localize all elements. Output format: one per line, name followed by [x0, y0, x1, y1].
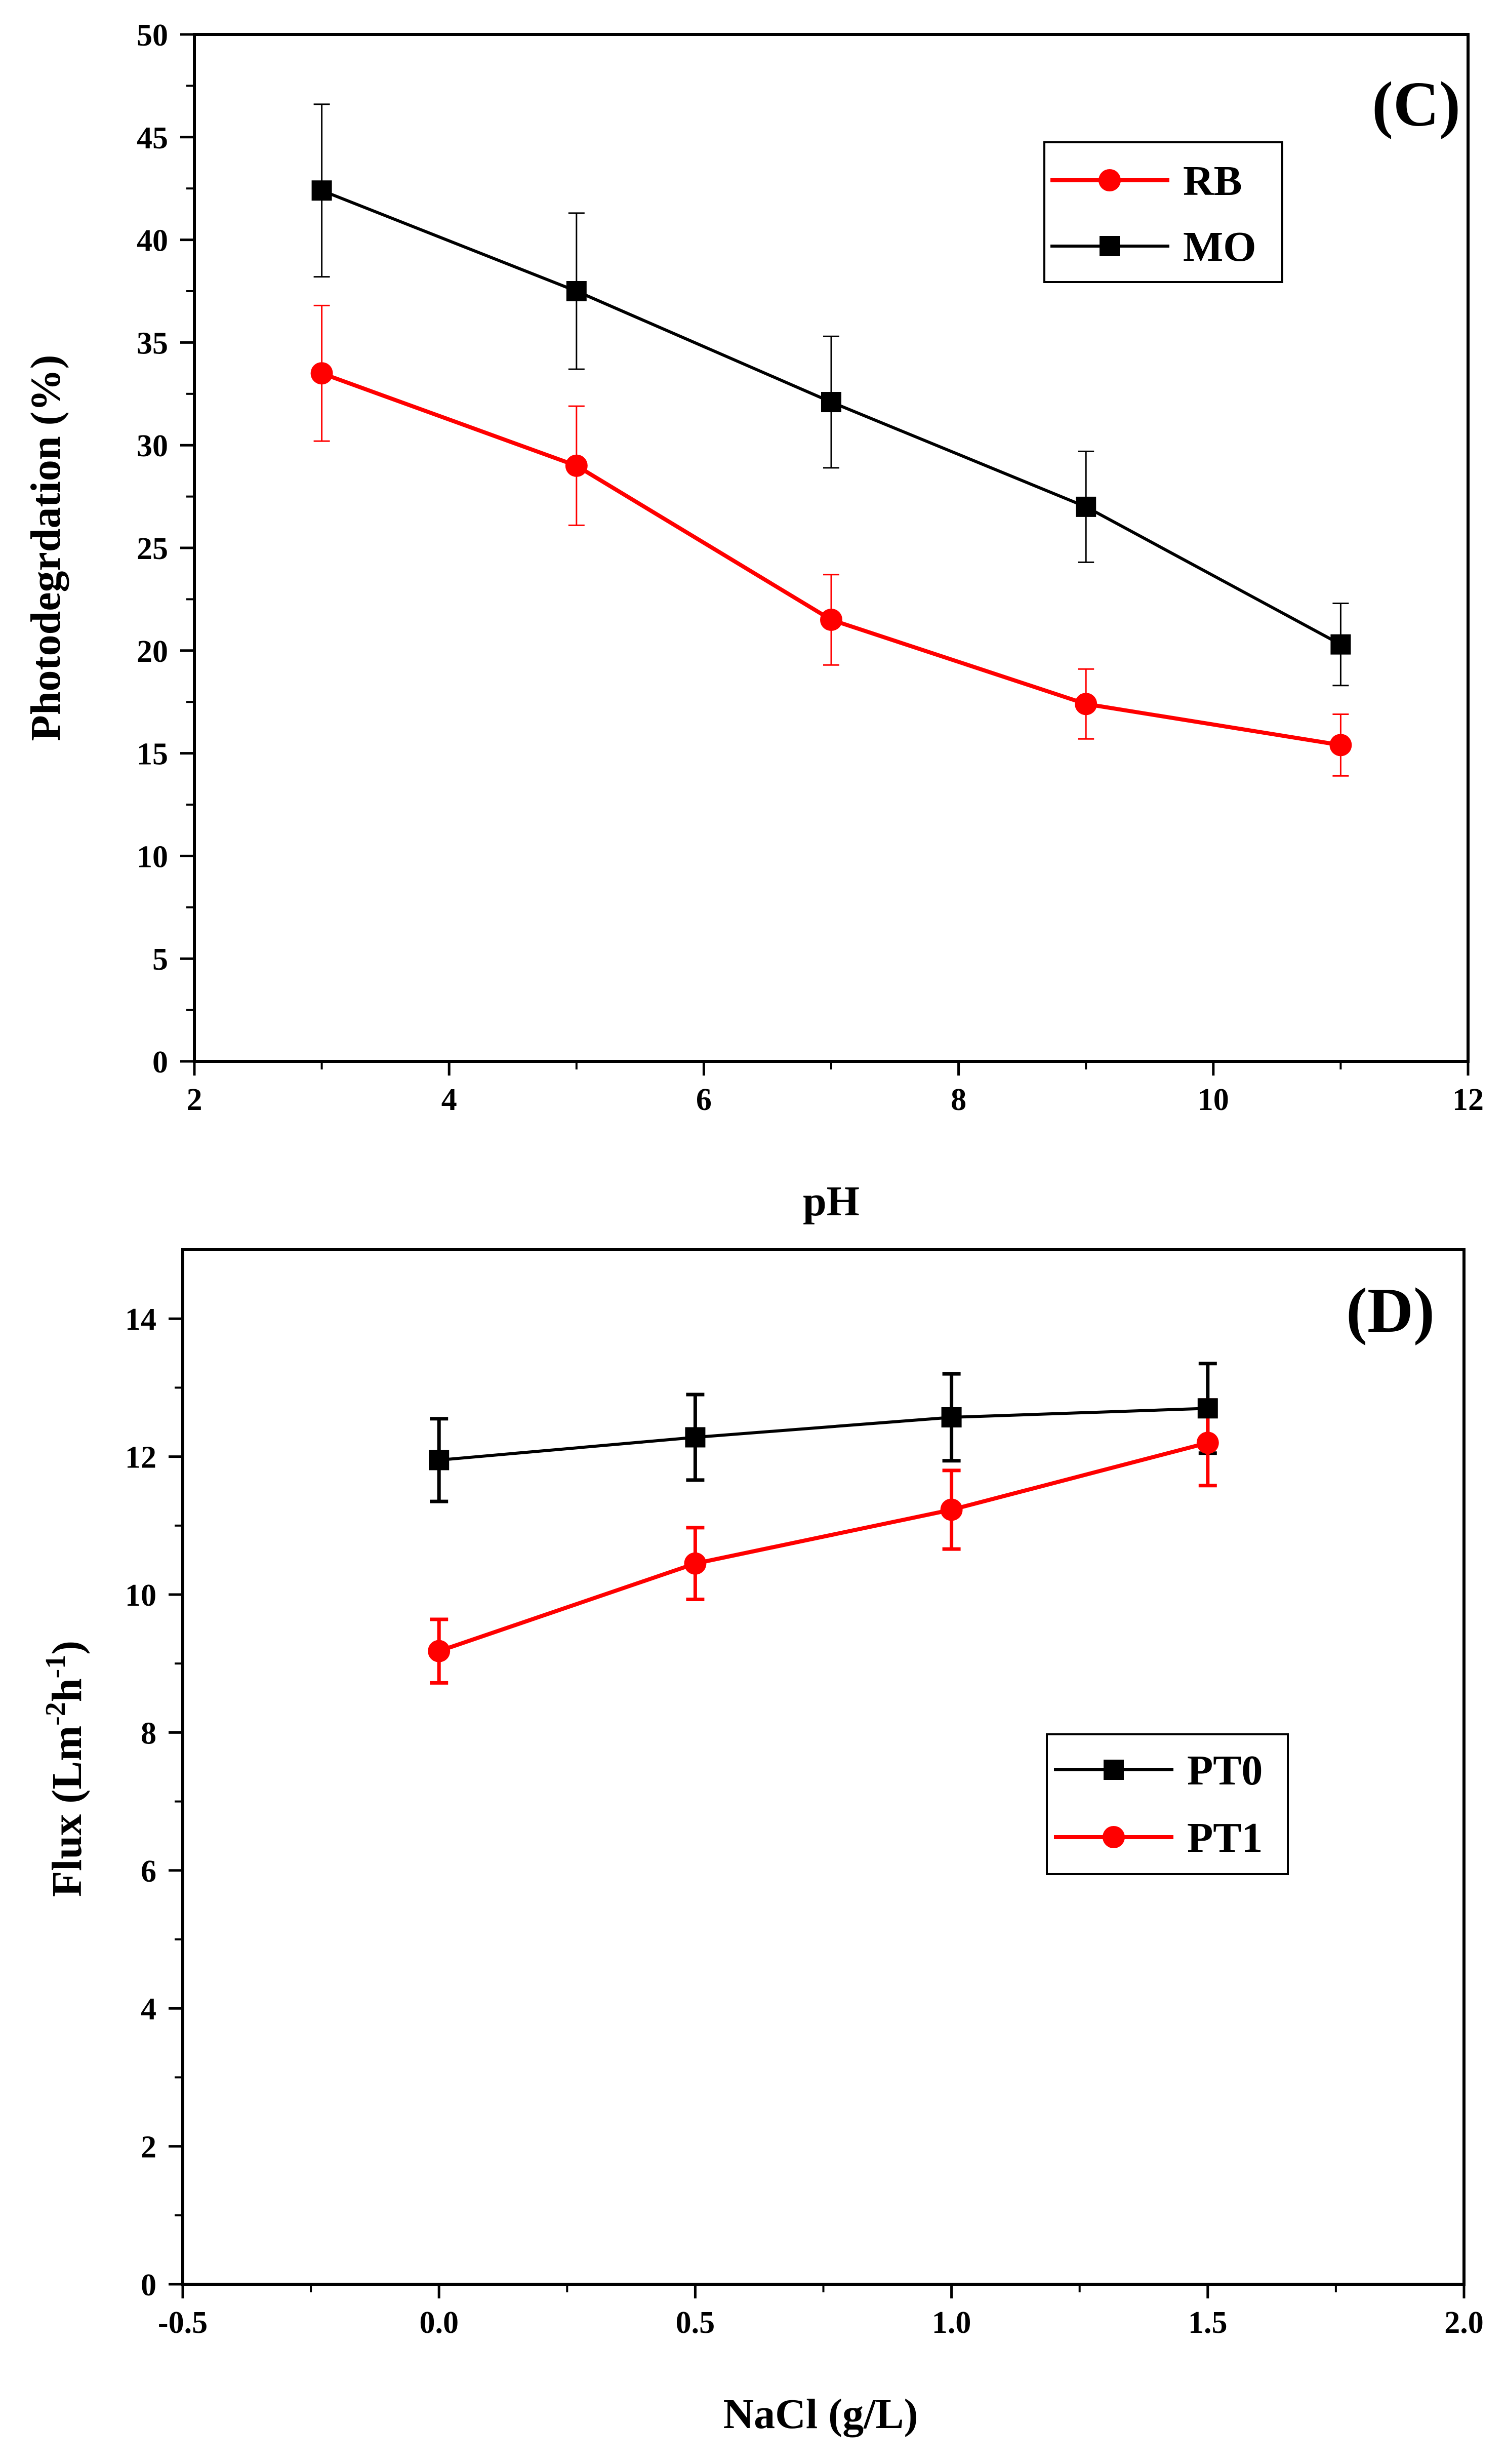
legend-box: [1046, 1733, 1289, 1875]
y-tick-label: 6: [141, 1854, 156, 1889]
x-tick-label: 6: [696, 1083, 712, 1117]
panel-label: (C): [1372, 69, 1460, 140]
y-tick-label: 25: [137, 532, 168, 566]
data-point-rb: [820, 608, 842, 631]
y-axis-title-end: ): [44, 1641, 91, 1655]
y-tick-label: 50: [137, 18, 168, 53]
y-tick-label: 20: [137, 634, 168, 669]
x-tick-label: 10: [1198, 1083, 1229, 1117]
x-tick-label: 12: [1452, 1083, 1484, 1117]
legend-label-pt1: PT1: [1187, 1814, 1263, 1861]
data-point-pt0: [941, 1407, 962, 1427]
data-point-pt1: [1196, 1432, 1219, 1454]
data-point-mo: [1076, 496, 1096, 517]
data-point-pt1: [428, 1640, 451, 1662]
data-point-rb: [1329, 734, 1352, 757]
data-point-rb: [565, 454, 588, 477]
y-axis-title-sup2: -1: [40, 1655, 71, 1679]
panel-label: (D): [1346, 1276, 1435, 1346]
data-point-mo: [311, 180, 332, 201]
legend-marker-pt1: [1103, 1826, 1125, 1848]
y-tick-label: 14: [125, 1302, 156, 1337]
data-point-pt0: [429, 1450, 450, 1471]
x-axis-title: pH: [803, 1178, 860, 1225]
y-tick-label: 4: [141, 1992, 156, 2026]
y-tick-label: 8: [141, 1716, 156, 1751]
legend-label-pt0: PT0: [1187, 1747, 1263, 1794]
legend-marker-mo: [1100, 236, 1120, 256]
data-point-pt1: [940, 1498, 963, 1521]
legend-label-mo: MO: [1183, 223, 1256, 270]
y-tick-label: 30: [137, 429, 168, 463]
data-point-rb: [1075, 693, 1097, 716]
y-tick-label: 40: [137, 224, 168, 258]
legend-marker-pt0: [1104, 1760, 1124, 1780]
series-lines: [438, 1407, 1208, 1653]
data-point-pt0: [685, 1427, 706, 1448]
series-line-pt0: [438, 1407, 1208, 1462]
data-point-pt1: [684, 1552, 707, 1575]
x-tick-label: 4: [441, 1083, 457, 1117]
y-tick-label: 12: [125, 1441, 156, 1475]
y-tick-label: 45: [137, 121, 168, 155]
y-axis-title: Flux (Lm-2h-1): [40, 1641, 91, 1897]
x-tick-label: 0.5: [676, 2306, 715, 2340]
data-point-rb: [310, 362, 333, 385]
legend-label-rb: RB: [1183, 157, 1242, 205]
y-tick-label: 5: [152, 942, 168, 977]
series-markers: [428, 1398, 1219, 1662]
y-axis-title-main: Flux (Lm: [44, 1726, 91, 1897]
y-tick-label: 2: [141, 2130, 156, 2165]
y-axis-title: Photodegrdation (%): [22, 355, 69, 741]
x-tick-label: 1.5: [1188, 2306, 1228, 2340]
y-axis-title-mid: h: [44, 1678, 91, 1702]
legend: PT0 PT1: [1046, 1733, 1289, 1875]
axis-ticks: -0.5 0.0 0.5 1.0 1.5 2.0 0 2 4 6 8 10 12 14: [125, 1302, 1484, 2340]
x-tick-label: -0.5: [158, 2306, 208, 2340]
chart-panel-c: 2 4 6 8 10 12 0 5 10 15 20 25 30 35 40 45 50 (C) pH Phot…: [22, 18, 1484, 1225]
data-point-pt0: [1197, 1398, 1218, 1419]
y-tick-label: 35: [137, 326, 168, 361]
axis-ticks: 2 4 6 8 10 12 0 5 10 15 20 25 30 35 40 45 50: [137, 18, 1484, 1117]
x-tick-label: 0.0: [419, 2306, 459, 2340]
data-point-mo: [566, 281, 587, 301]
data-point-mo: [1330, 634, 1351, 655]
x-tick-label: 2: [187, 1083, 202, 1117]
y-tick-label: 10: [137, 840, 168, 874]
chart-panel-d: -0.5 0.0 0.5 1.0 1.5 2.0 0 2 4 6 8 10 12 14 (D) NaCl …: [40, 1248, 1484, 2438]
y-tick-label: 0: [152, 1045, 168, 1080]
legend-marker-rb: [1099, 169, 1121, 191]
series-line-pt1: [438, 1441, 1208, 1653]
y-tick-label: 10: [125, 1578, 156, 1613]
series-markers: [310, 180, 1352, 757]
x-tick-label: 8: [951, 1083, 966, 1117]
y-axis-title-sup1: -2: [40, 1702, 71, 1726]
x-tick-label: 1.0: [932, 2306, 971, 2340]
y-tick-label: 15: [137, 737, 168, 772]
x-axis-title: NaCl (g/L): [723, 2391, 918, 2438]
x-tick-label: 2.0: [1444, 2306, 1484, 2340]
y-tick-label: 0: [141, 2268, 156, 2302]
legend: RB MO: [1043, 141, 1283, 283]
legend-box: [1043, 141, 1283, 283]
data-point-mo: [821, 392, 841, 413]
